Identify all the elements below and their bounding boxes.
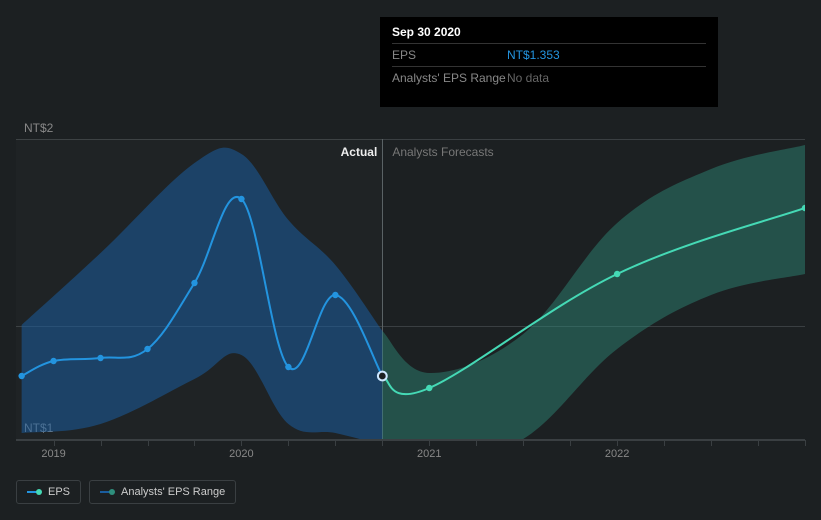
x-tick xyxy=(148,440,149,446)
eps-point[interactable] xyxy=(614,271,620,277)
range-area xyxy=(22,148,383,439)
legend-range[interactable]: Analysts' EPS Range xyxy=(89,480,236,504)
tooltip-row-value: No data xyxy=(507,71,549,85)
chart-tooltip: Sep 30 2020 EPSNT$1.353Analysts' EPS Ran… xyxy=(380,17,718,107)
eps-point[interactable] xyxy=(332,292,338,298)
eps-point[interactable] xyxy=(426,385,432,391)
x-tick xyxy=(523,440,524,446)
x-tick xyxy=(664,440,665,446)
tooltip-row-label: EPS xyxy=(392,48,507,62)
legend-eps[interactable]: EPS xyxy=(16,480,81,504)
eps-point[interactable] xyxy=(144,346,150,352)
tooltip-row-label: Analysts' EPS Range xyxy=(392,71,507,85)
x-axis-label: 2020 xyxy=(229,448,253,460)
eps-point[interactable] xyxy=(285,364,291,370)
tooltip-row-value: NT$1.353 xyxy=(507,48,560,62)
eps-point[interactable] xyxy=(18,373,24,379)
x-tick xyxy=(335,440,336,446)
x-tick xyxy=(570,440,571,446)
x-tick xyxy=(382,440,383,446)
x-axis-label: 2022 xyxy=(605,448,629,460)
range-area xyxy=(382,145,805,439)
x-tick xyxy=(194,440,195,446)
chart-legend: EPS Analysts' EPS Range xyxy=(16,480,236,504)
x-tick xyxy=(241,440,242,446)
tooltip-row: EPSNT$1.353 xyxy=(392,43,706,66)
eps-chart-container: NT$2 NT$1 Actual Analysts Forecasts 2019… xyxy=(0,0,821,520)
legend-swatch-icon xyxy=(100,489,115,495)
tooltip-date: Sep 30 2020 xyxy=(392,25,706,43)
x-axis-line xyxy=(16,440,805,441)
x-tick xyxy=(101,440,102,446)
x-axis-label: 2021 xyxy=(417,448,441,460)
eps-point[interactable] xyxy=(378,372,387,381)
x-tick xyxy=(476,440,477,446)
legend-label: Analysts' EPS Range xyxy=(121,486,225,498)
x-tick xyxy=(429,440,430,446)
x-tick xyxy=(805,440,806,446)
x-tick xyxy=(758,440,759,446)
x-tick xyxy=(288,440,289,446)
x-tick xyxy=(711,440,712,446)
legend-swatch-icon xyxy=(27,489,42,495)
eps-point[interactable] xyxy=(97,355,103,361)
tooltip-row: Analysts' EPS RangeNo data xyxy=(392,66,706,89)
legend-label: EPS xyxy=(48,486,70,498)
eps-point[interactable] xyxy=(50,358,56,364)
chart-plot xyxy=(16,139,805,439)
x-tick xyxy=(617,440,618,446)
y-axis-label: NT$2 xyxy=(24,121,53,135)
x-axis-label: 2019 xyxy=(41,448,65,460)
eps-point[interactable] xyxy=(191,280,197,286)
x-tick xyxy=(54,440,55,446)
eps-point[interactable] xyxy=(238,196,244,202)
